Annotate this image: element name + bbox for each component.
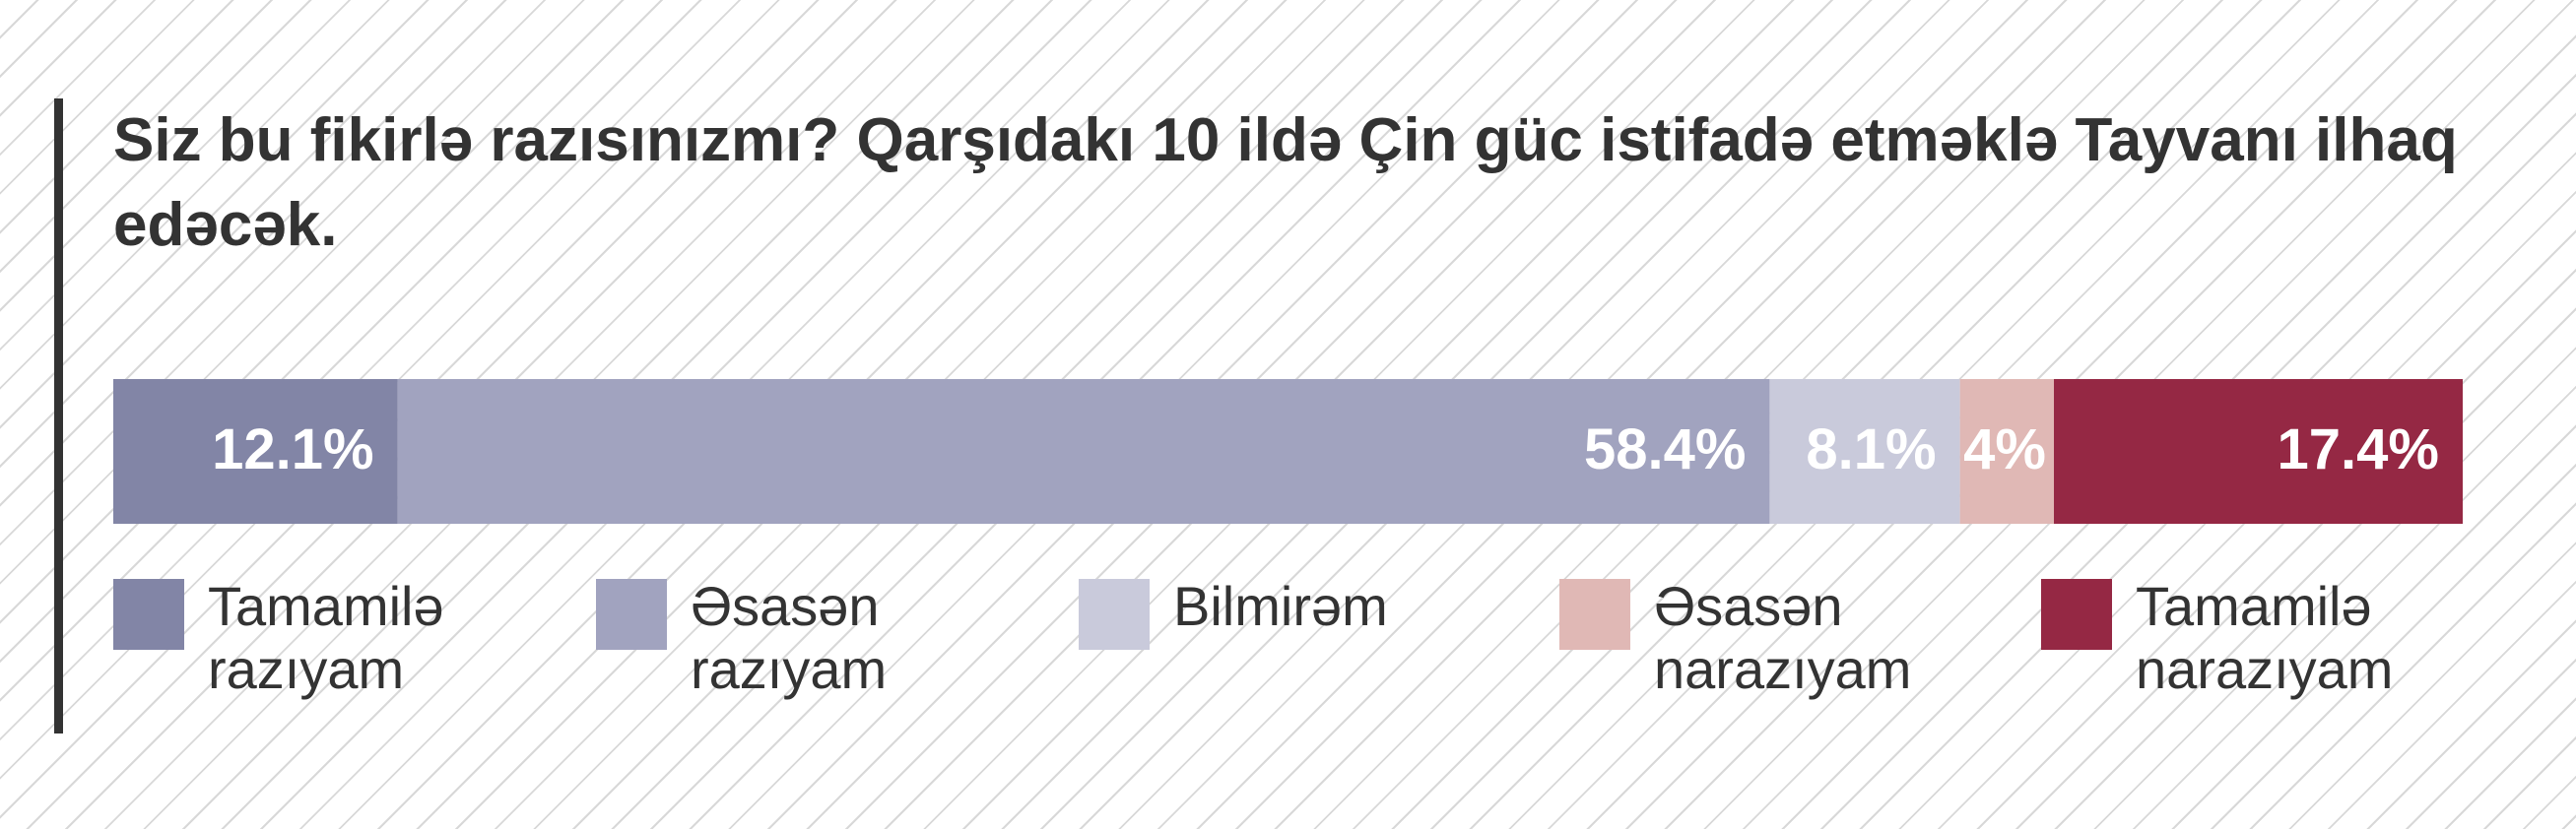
legend-swatch	[113, 579, 184, 650]
bar-segment	[113, 379, 398, 524]
value-label: 17.4%	[2278, 417, 2439, 481]
accent-rule	[54, 98, 63, 733]
bar-segment	[1769, 379, 1960, 524]
legend-label: Tamamilə narazıyam	[2136, 575, 2394, 700]
legend-label: Tamamilə razıyam	[208, 575, 444, 700]
legend-label: Əsasən narazıyam	[1654, 575, 1912, 700]
legend-item: Bilmirəm	[1079, 575, 1508, 650]
value-label: 12.1%	[212, 417, 373, 481]
legend-item: Tamamilə razıyam	[113, 575, 543, 701]
value-label: 58.4%	[1584, 417, 1746, 481]
value-label: 8.1%	[1806, 417, 1936, 481]
legend-label: Əsasən razıyam	[691, 575, 888, 700]
bar-segment	[1959, 379, 2055, 524]
legend-swatch	[596, 579, 667, 650]
legend-swatch	[1079, 579, 1150, 650]
legend-item: Əsasən razıyam	[596, 575, 1025, 701]
chart-title: Siz bu fikirlə razısınızmı? Qarşıdakı 10…	[113, 106, 2458, 259]
legend-label: Bilmirəm	[1173, 575, 1388, 637]
bar-segment	[397, 379, 1770, 524]
value-label: 4%	[1963, 417, 2046, 481]
bar-segment	[2054, 379, 2463, 524]
legend-item: Tamamilə narazıyam	[2041, 575, 2471, 701]
legend-swatch	[1559, 579, 1630, 650]
legend-item: Əsasən narazıyam	[1559, 575, 1989, 701]
legend-swatch	[2041, 579, 2112, 650]
